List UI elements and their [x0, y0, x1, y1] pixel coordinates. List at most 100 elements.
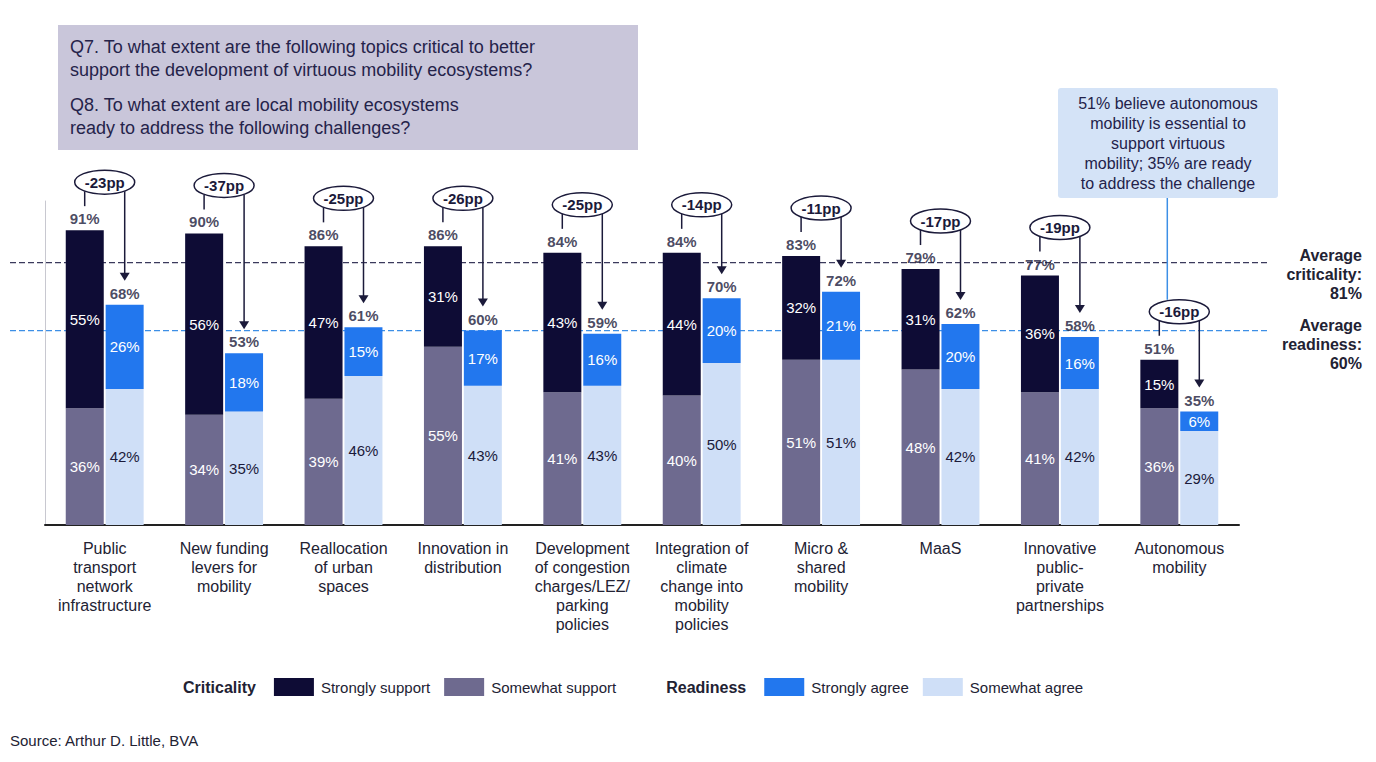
svg-text:mobility: mobility [794, 578, 848, 595]
svg-text:43%: 43% [587, 447, 617, 464]
svg-text:59%: 59% [587, 314, 617, 331]
svg-text:17%: 17% [468, 350, 498, 367]
svg-text:72%: 72% [826, 272, 856, 289]
svg-text:-25pp: -25pp [562, 196, 602, 213]
svg-text:55%: 55% [70, 311, 100, 328]
svg-text:53%: 53% [229, 333, 259, 350]
svg-text:Innovation in: Innovation in [418, 540, 509, 557]
svg-text:support the development of vir: support the development of virtuous mobi… [70, 60, 532, 80]
svg-text:policies: policies [675, 616, 728, 633]
svg-text:35%: 35% [1184, 392, 1214, 409]
svg-text:43%: 43% [468, 447, 498, 464]
svg-text:40%: 40% [667, 452, 697, 469]
svg-text:-11pp: -11pp [802, 200, 841, 217]
svg-text:41%: 41% [547, 450, 577, 467]
svg-text:network: network [77, 578, 134, 595]
svg-text:support virtuous: support virtuous [1111, 135, 1225, 152]
svg-text:77%: 77% [1025, 256, 1055, 273]
svg-text:-16pp: -16pp [1159, 303, 1199, 320]
svg-text:15%: 15% [348, 343, 378, 360]
svg-text:Q8. To what extent are local m: Q8. To what extent are local mobility ec… [70, 95, 459, 115]
svg-text:91%: 91% [70, 210, 100, 227]
svg-text:26%: 26% [110, 338, 140, 355]
svg-text:84%: 84% [547, 233, 577, 250]
svg-text:Strongly agree: Strongly agree [811, 679, 909, 696]
svg-text:29%: 29% [1184, 470, 1214, 487]
svg-text:16%: 16% [1065, 355, 1095, 372]
svg-text:of urban: of urban [314, 559, 373, 576]
svg-text:criticality:: criticality: [1286, 266, 1362, 283]
svg-text:62%: 62% [945, 304, 975, 321]
svg-text:44%: 44% [667, 316, 697, 333]
svg-text:61%: 61% [348, 307, 378, 324]
svg-text:Q7. To what extent are the fol: Q7. To what extent are the following top… [70, 37, 535, 57]
svg-text:51% believe autonomous: 51% believe autonomous [1078, 95, 1258, 112]
svg-text:84%: 84% [667, 233, 697, 250]
svg-text:41%: 41% [1025, 450, 1055, 467]
svg-text:20%: 20% [707, 322, 737, 339]
svg-text:transport: transport [73, 559, 137, 576]
svg-text:68%: 68% [110, 285, 140, 302]
svg-text:35%: 35% [229, 460, 259, 477]
svg-text:51%: 51% [786, 434, 816, 451]
svg-text:42%: 42% [110, 448, 140, 465]
svg-text:83%: 83% [786, 236, 816, 253]
svg-text:New funding: New funding [180, 540, 269, 557]
svg-text:Public: Public [83, 540, 127, 557]
svg-text:to address the challenge: to address the challenge [1081, 175, 1255, 192]
svg-text:-25pp: -25pp [323, 190, 363, 207]
svg-text:distribution: distribution [424, 559, 501, 576]
svg-text:46%: 46% [348, 442, 378, 459]
svg-text:of congestion: of congestion [535, 559, 630, 576]
svg-text:mobility: mobility [675, 597, 729, 614]
svg-text:readiness:: readiness: [1282, 336, 1362, 353]
svg-text:86%: 86% [428, 226, 458, 243]
svg-text:-17pp: -17pp [920, 213, 960, 230]
svg-text:32%: 32% [786, 299, 816, 316]
svg-text:parking: parking [556, 597, 608, 614]
svg-text:70%: 70% [707, 278, 737, 295]
svg-text:36%: 36% [1144, 458, 1174, 475]
svg-text:-19pp: -19pp [1040, 219, 1080, 236]
svg-text:Source: Arthur D. Little, BVA: Source: Arthur D. Little, BVA [10, 732, 198, 749]
svg-text:42%: 42% [945, 448, 975, 465]
svg-text:81%: 81% [1330, 285, 1362, 302]
svg-text:18%: 18% [229, 374, 259, 391]
svg-text:mobility: mobility [197, 578, 251, 595]
svg-text:60%: 60% [1330, 355, 1362, 372]
svg-text:change into: change into [660, 578, 743, 595]
svg-text:Reallocation: Reallocation [299, 540, 387, 557]
svg-text:16%: 16% [587, 351, 617, 368]
svg-text:15%: 15% [1144, 376, 1174, 393]
svg-text:Autonomous: Autonomous [1134, 540, 1224, 557]
svg-text:ready to address the following: ready to address the following challenge… [70, 118, 410, 138]
svg-text:Development: Development [535, 540, 630, 557]
svg-text:79%: 79% [905, 249, 935, 266]
svg-text:31%: 31% [906, 311, 936, 328]
svg-text:partnerships: partnerships [1016, 597, 1104, 614]
svg-text:-26pp: -26pp [443, 190, 483, 207]
svg-text:shared: shared [797, 559, 846, 576]
svg-text:90%: 90% [189, 213, 219, 230]
svg-text:31%: 31% [428, 288, 458, 305]
svg-text:56%: 56% [189, 316, 219, 333]
svg-text:levers for: levers for [191, 559, 257, 576]
svg-text:Somewhat support: Somewhat support [491, 679, 617, 696]
svg-text:public-: public- [1036, 559, 1083, 576]
svg-text:Micro &: Micro & [794, 540, 849, 557]
svg-text:Strongly support: Strongly support [321, 679, 431, 696]
svg-text:-14pp: -14pp [682, 196, 722, 213]
svg-text:42%: 42% [1065, 448, 1095, 465]
svg-text:60%: 60% [468, 311, 498, 328]
svg-text:58%: 58% [1065, 317, 1095, 334]
svg-text:20%: 20% [945, 348, 975, 365]
svg-text:51%: 51% [826, 434, 856, 451]
svg-text:51%: 51% [1144, 340, 1174, 357]
svg-text:48%: 48% [906, 439, 936, 456]
svg-text:mobility; 35% are ready: mobility; 35% are ready [1084, 155, 1251, 172]
svg-text:6%: 6% [1188, 413, 1210, 430]
svg-text:MaaS: MaaS [920, 540, 962, 557]
svg-text:mobility: mobility [1152, 559, 1206, 576]
svg-text:Innovative: Innovative [1023, 540, 1096, 557]
svg-text:mobility is essential to: mobility is essential to [1090, 115, 1246, 132]
